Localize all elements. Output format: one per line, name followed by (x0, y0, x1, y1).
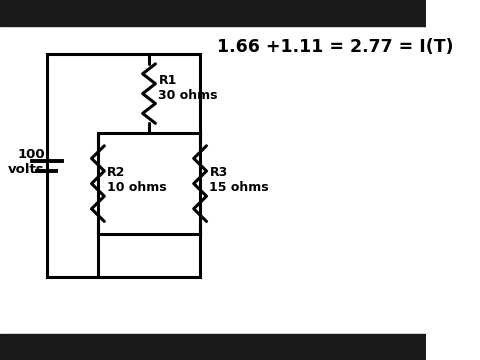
Bar (0, 0, 426, 26)
Text: R3
15 ohms: R3 15 ohms (209, 166, 269, 194)
Text: 1.66 +1.11 = 2.77 = I(T): 1.66 +1.11 = 2.77 = I(T) (217, 38, 454, 56)
Text: R2
10 ohms: R2 10 ohms (108, 166, 167, 194)
Text: 100
volts: 100 volts (8, 148, 45, 176)
Bar (0, 334, 426, 360)
Text: R1
30 ohms: R1 30 ohms (158, 74, 218, 102)
